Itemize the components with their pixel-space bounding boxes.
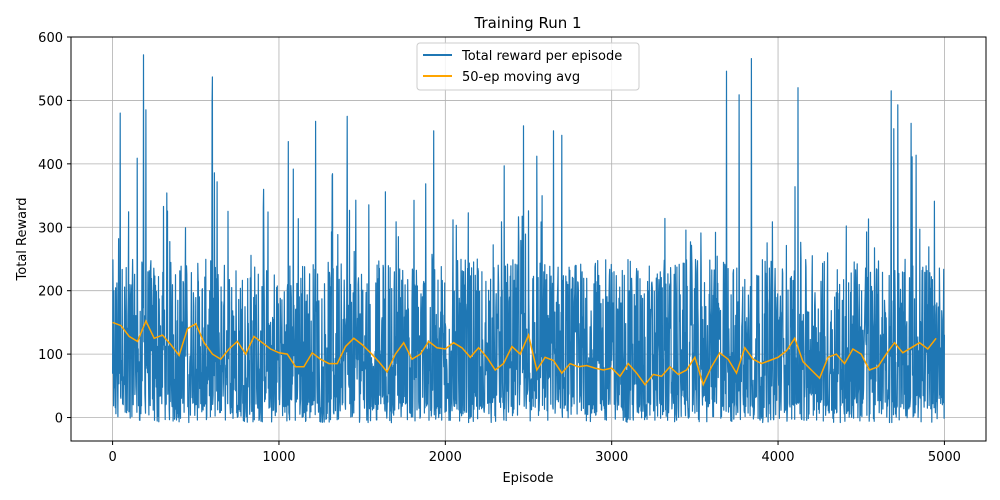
moving-average-line [112,319,937,387]
reward-line [112,54,946,424]
x-tick-label: 0 [108,450,116,465]
x-tick-label: 1000 [262,450,295,465]
x-tick-label: 4000 [761,450,794,465]
y-tick-label: 600 [38,31,63,46]
legend: Total reward per episode 50-ep moving av… [416,42,640,91]
x-tick-label: 2000 [429,450,462,465]
legend-label-average: 50-ep moving avg [462,70,580,85]
y-axis-label: Total Reward [15,198,30,282]
legend-label-reward: Total reward per episode [461,49,622,64]
y-tick-label: 500 [38,94,63,109]
reward-series [112,54,946,424]
y-axis: 0 100 200 300 400 500 600 [38,31,71,427]
y-tick-label: 300 [38,221,63,236]
chart-title: Training Run 1 [473,14,581,32]
plot-frame [70,36,987,442]
y-tick-label: 200 [38,285,63,300]
y-tick-label: 100 [38,348,63,363]
x-axis: 0 1000 2000 3000 4000 5000 [108,441,961,465]
y-tick-label: 0 [55,412,63,427]
legend-box [416,42,640,91]
y-tick-label: 400 [38,158,63,173]
x-axis-label: Episode [502,471,553,486]
x-tick-label: 5000 [928,450,961,465]
x-tick-label: 3000 [595,450,628,465]
